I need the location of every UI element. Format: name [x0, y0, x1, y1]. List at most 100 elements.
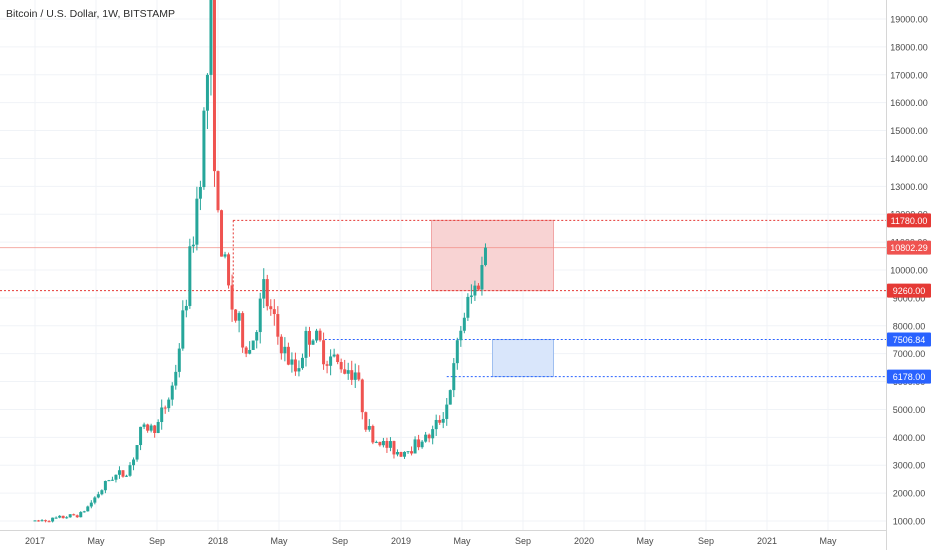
candle-up: [315, 330, 319, 341]
candle-up: [125, 475, 128, 477]
candle-down: [438, 419, 442, 423]
candle-up: [283, 346, 287, 354]
candle-down: [427, 434, 431, 439]
candle-up: [431, 429, 435, 439]
candle-up: [406, 451, 410, 453]
candle-up: [149, 425, 153, 431]
candle-down: [61, 515, 65, 519]
zones: [431, 219, 554, 378]
candle-up: [128, 465, 132, 476]
x-tick-label: Sep: [149, 536, 165, 546]
candle-down: [364, 412, 368, 430]
candle-up: [79, 512, 83, 518]
x-tick-label: Sep: [332, 536, 348, 546]
candle-down: [269, 306, 273, 310]
candle-up: [445, 404, 449, 419]
candle-down: [343, 369, 347, 374]
candle-up: [167, 399, 171, 409]
candle-up: [367, 426, 371, 430]
candle-down: [44, 520, 48, 522]
candle-down: [360, 379, 364, 413]
candle-up: [455, 340, 459, 364]
candle-up: [262, 279, 266, 299]
candle-down: [308, 330, 311, 345]
candle-up: [297, 368, 301, 372]
candle-up: [51, 517, 55, 522]
candle-down: [417, 439, 421, 448]
candle-down: [227, 254, 231, 286]
resistance-lower-tag-bg: [887, 283, 931, 298]
candle-down: [322, 340, 326, 365]
x-tick-label: 2018: [208, 536, 228, 546]
candle-up: [381, 440, 385, 446]
y-tick-label: 13000.00: [890, 182, 928, 192]
grid: [0, 0, 886, 530]
candle-down: [357, 372, 361, 380]
support-zone[interactable]: [492, 339, 554, 378]
candle-up: [329, 356, 333, 366]
candle-up: [290, 359, 294, 365]
candle-down: [234, 309, 238, 321]
time-axis: 2017 May Sep 2018 May Sep 2019 May Sep 2020 May Sep…: [0, 530, 886, 546]
candle-down: [220, 210, 224, 257]
candle-up: [195, 198, 199, 245]
x-tick-label: 2017: [25, 536, 45, 546]
support-lower-tag-bg: [887, 369, 931, 384]
candle-down: [153, 425, 157, 433]
y-tick-label: 2000.00: [893, 489, 926, 499]
candle-up: [103, 480, 107, 491]
candle-up: [258, 298, 262, 333]
candle-up: [117, 470, 121, 475]
candle-up: [353, 372, 357, 380]
candle-up: [82, 511, 86, 513]
candle-up: [33, 520, 37, 522]
resistance-zone[interactable]: [431, 219, 554, 292]
y-tick-label: 18000.00: [890, 42, 928, 52]
candle-up: [473, 285, 477, 296]
candle-up: [311, 340, 315, 345]
candle-up: [459, 330, 463, 341]
resistance-upper-tag-bg: [887, 213, 931, 228]
y-tick-label: 7000.00: [893, 349, 926, 359]
candle-up: [89, 502, 93, 507]
candle-down: [293, 359, 297, 372]
candle-up: [135, 445, 139, 460]
current-price-tag-text: 10802.29: [890, 243, 928, 253]
resistance-upper-tag-text: 11780.00: [891, 216, 928, 226]
candle-up: [40, 520, 44, 522]
y-tick-label: 15000.00: [890, 126, 928, 136]
support-lower-tag-text: 6178.00: [893, 372, 926, 382]
support-upper-tag-text: 7506.84: [893, 335, 926, 345]
candle-up: [58, 515, 62, 518]
candle-down: [121, 470, 125, 477]
level-lines: [0, 219, 886, 378]
candle-down: [230, 285, 234, 310]
candle-down: [75, 515, 79, 518]
x-tick-label: Sep: [515, 536, 531, 546]
candle-up: [452, 363, 456, 391]
candle-up: [93, 497, 97, 503]
candle-down: [212, 0, 216, 172]
candle-up: [462, 317, 466, 331]
candle-up: [68, 514, 72, 518]
candle-up: [223, 254, 227, 257]
candle-up: [304, 330, 308, 358]
candle-up: [184, 305, 188, 311]
candle-up: [483, 247, 487, 266]
candle-up: [209, 0, 213, 75]
price-axis: 1000.002000.003000.004000.005000.006000.…: [890, 15, 928, 527]
candle-up: [424, 434, 428, 442]
candle-up: [54, 517, 58, 519]
candle-up: [441, 418, 445, 423]
candle-down: [286, 346, 290, 365]
candle-down: [318, 330, 322, 341]
x-tick-label: May: [819, 536, 837, 546]
candle-up: [388, 441, 392, 448]
candle-up: [160, 407, 164, 423]
candle-up: [469, 295, 473, 297]
y-tick-label: 16000.00: [890, 98, 928, 108]
candle-up: [107, 480, 111, 482]
candle-up: [65, 517, 69, 519]
